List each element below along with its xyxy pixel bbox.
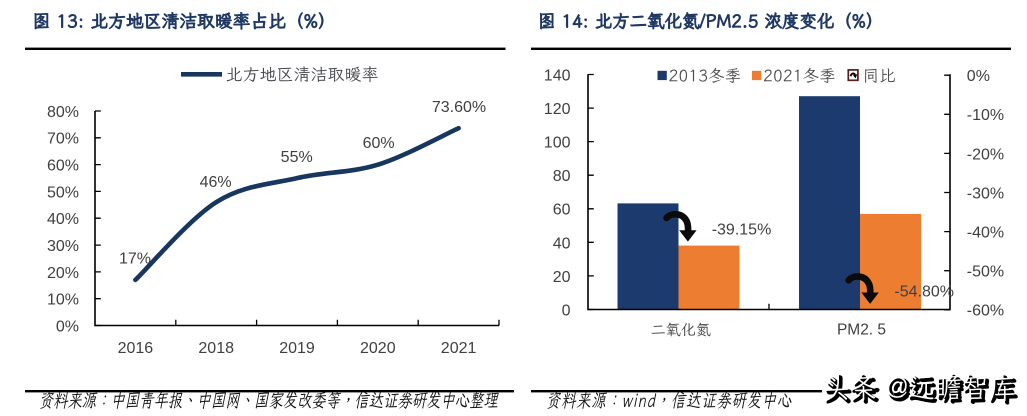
svg-text:80%: 80% [47,104,79,121]
svg-text:-50%: -50% [967,264,1004,281]
svg-text:80: 80 [553,168,571,185]
svg-text:2016: 2016 [118,340,154,357]
svg-text:0%: 0% [967,68,990,85]
svg-text:-30%: -30% [967,185,1004,202]
svg-text:30%: 30% [47,238,79,255]
svg-text:-10%: -10% [967,107,1004,124]
svg-text:100: 100 [544,135,571,152]
svg-text:140: 140 [544,67,571,84]
svg-text:20: 20 [553,269,571,286]
svg-text:-39.15%: -39.15% [712,222,772,239]
svg-text:60%: 60% [363,135,395,152]
svg-text:17%: 17% [119,251,151,268]
svg-text:50%: 50% [47,184,79,201]
svg-text:2021: 2021 [441,340,477,357]
svg-text:0%: 0% [56,318,79,335]
svg-text:-40%: -40% [967,225,1004,242]
svg-text:-54.80%: -54.80% [894,283,954,300]
svg-text:46%: 46% [200,174,232,191]
svg-text:40%: 40% [47,211,79,228]
svg-text:55%: 55% [281,149,313,166]
svg-text:40: 40 [553,235,571,252]
svg-text:2020: 2020 [360,340,396,357]
svg-text:2018: 2018 [198,340,234,357]
svg-text:-60%: -60% [967,303,1004,320]
svg-text:20%: 20% [47,265,79,282]
svg-text:2019: 2019 [279,340,315,357]
svg-text:70%: 70% [47,131,79,148]
svg-text:10%: 10% [47,292,79,309]
svg-text:0: 0 [562,302,571,319]
svg-text:60: 60 [553,202,571,219]
svg-text:PM2. 5: PM2. 5 [837,321,886,338]
svg-text:73.60%: 73.60% [432,99,486,116]
svg-text:-20%: -20% [967,146,1004,163]
svg-text:120: 120 [544,101,571,118]
svg-text:60%: 60% [47,158,79,175]
